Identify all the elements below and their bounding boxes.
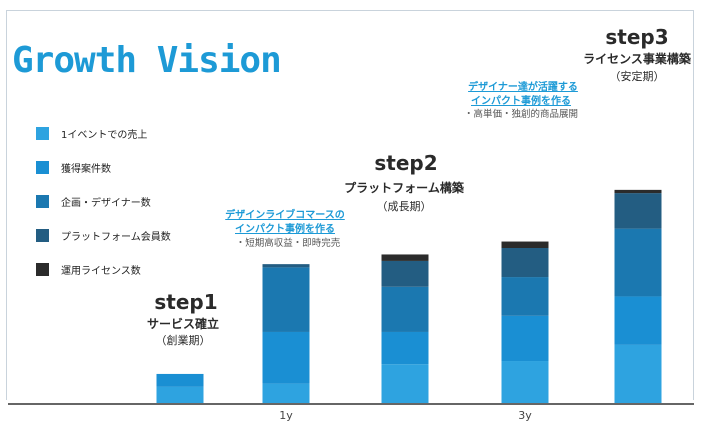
- legend-item-sales: 1イベントでの売上: [36, 116, 171, 150]
- legend-label-licenses: 運用ライセンス数: [61, 265, 141, 277]
- legend-swatch-cases: [36, 160, 49, 174]
- bar-segment-2-3: [381, 260, 429, 287]
- bar-segment-2-4: [381, 254, 429, 261]
- bar-segment-2-2: [381, 286, 429, 332]
- bar-segment-4-4: [614, 189, 662, 194]
- step2-subtitle: プラットフォーム構築: [344, 180, 465, 195]
- step3-phase: （安定期）: [610, 69, 665, 83]
- legend-item-cases: 獲得案件数: [36, 150, 171, 184]
- legend-swatch-sales: [36, 126, 49, 140]
- x-tick-1y: 1y: [279, 409, 293, 421]
- bar-segment-2-1: [381, 331, 429, 365]
- bar-segment-4-1: [614, 296, 662, 345]
- step2-phase: （成長期）: [377, 200, 432, 213]
- bar-segment-2-0: [381, 364, 429, 403]
- bar-segment-4-2: [614, 228, 662, 297]
- bars-group: [156, 189, 662, 403]
- bar-segment-4-3: [614, 193, 662, 229]
- bar-segment-1-2: [262, 267, 310, 332]
- legend-label-sales: 1イベントでの売上: [61, 129, 148, 141]
- legend-item-licenses: 運用ライセンス数: [36, 252, 171, 286]
- note2-line1: デザイナー達が活躍する: [468, 80, 578, 93]
- note2-line3: ・高単価・独創的商品展開: [464, 108, 578, 120]
- step3-title: step3: [605, 25, 668, 49]
- legend: 1イベントでの売上 獲得案件数 企画・デザイナー数 プラットフォーム会員数 運用…: [36, 116, 171, 286]
- bar-segment-0-0: [156, 386, 204, 403]
- bar-segment-1-3: [262, 264, 310, 268]
- step1-title: step1: [154, 290, 217, 314]
- step3-subtitle: ライセンス事業構築: [583, 51, 692, 66]
- chart-title: Growth Vision: [12, 40, 282, 81]
- x-tick-labels: 1y 3y: [279, 409, 532, 421]
- legend-label-cases: 獲得案件数: [61, 163, 111, 175]
- bar-segment-3-4: [501, 241, 549, 248]
- step1-subtitle: サービス確立: [147, 316, 219, 331]
- step1-phase: （創業期）: [156, 333, 211, 347]
- legend-item-designers: 企画・デザイナー数: [36, 184, 171, 218]
- bar-segment-3-1: [501, 315, 549, 362]
- legend-swatch-members: [36, 228, 49, 242]
- bar-segment-0-1: [156, 373, 204, 387]
- legend-swatch-licenses: [36, 262, 49, 276]
- bar-segment-3-0: [501, 361, 549, 403]
- note1-line3: ・短期高収益・即時完売: [236, 237, 341, 249]
- bar-segment-3-2: [501, 277, 549, 316]
- note1-line1: デザインライブコマースの: [225, 208, 345, 221]
- bar-segment-1-0: [262, 383, 310, 403]
- note1-line2: インパクト事例を作る: [235, 222, 335, 235]
- x-tick-3y: 3y: [518, 409, 532, 421]
- step2-title: step2: [374, 151, 437, 175]
- chart-frame: [6, 10, 694, 400]
- legend-label-designers: 企画・デザイナー数: [61, 197, 151, 209]
- legend-swatch-designers: [36, 194, 49, 208]
- bar-segment-3-3: [501, 248, 549, 278]
- note2-line2: インパクト事例を作る: [471, 94, 571, 107]
- bar-segment-4-0: [614, 344, 662, 403]
- legend-item-members: プラットフォーム会員数: [36, 218, 171, 252]
- legend-label-members: プラットフォーム会員数: [61, 231, 171, 243]
- bar-segment-1-1: [262, 331, 310, 384]
